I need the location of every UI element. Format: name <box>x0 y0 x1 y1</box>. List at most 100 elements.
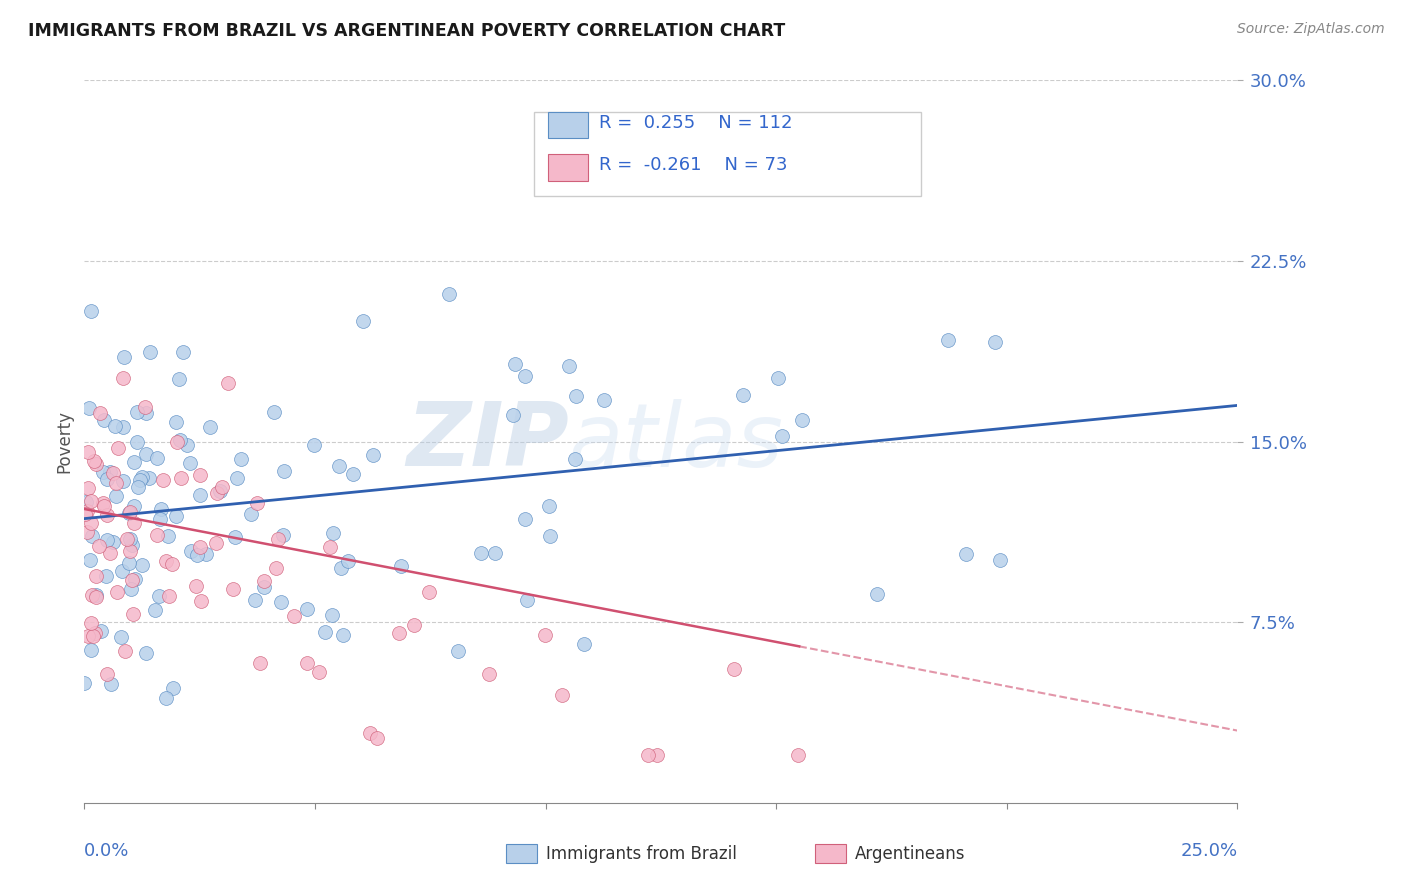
Point <box>122 607 145 621</box>
Point <box>165 415 187 429</box>
Point <box>98 546 121 560</box>
Point <box>82 629 104 643</box>
Point <box>770 429 793 443</box>
Point <box>538 529 561 543</box>
Point <box>79 553 101 567</box>
Point <box>155 554 177 568</box>
Point <box>329 560 352 574</box>
Point <box>263 405 285 419</box>
Point <box>148 589 170 603</box>
Point <box>565 388 588 402</box>
Point <box>572 637 595 651</box>
Point <box>534 628 557 642</box>
Point <box>93 500 115 514</box>
Point <box>550 688 572 702</box>
Point <box>211 480 233 494</box>
Point <box>503 357 526 371</box>
Point <box>79 643 101 657</box>
Point <box>149 502 172 516</box>
Point <box>388 626 411 640</box>
Point <box>239 507 262 521</box>
Point <box>516 593 538 607</box>
Point <box>120 543 142 558</box>
Point <box>152 474 174 488</box>
Point <box>84 591 107 605</box>
Point <box>733 388 755 402</box>
Point <box>205 486 228 500</box>
Point <box>111 474 134 488</box>
Point <box>322 526 344 541</box>
Point <box>564 452 586 467</box>
Point <box>188 488 211 502</box>
Point <box>135 447 157 461</box>
Point <box>125 434 148 449</box>
Point <box>91 496 114 510</box>
Point <box>418 585 440 599</box>
Point <box>96 533 118 547</box>
Point <box>124 455 146 469</box>
Point <box>80 588 103 602</box>
Point <box>101 535 124 549</box>
Point <box>318 540 340 554</box>
Point <box>73 507 96 521</box>
Point <box>447 644 470 658</box>
Point <box>162 681 184 696</box>
Point <box>131 558 153 572</box>
Point <box>118 506 141 520</box>
Point <box>515 368 537 383</box>
Point <box>302 437 325 451</box>
Point <box>314 624 336 639</box>
Point <box>80 304 103 318</box>
Point <box>93 413 115 427</box>
Point <box>135 406 157 420</box>
Point <box>336 554 359 568</box>
Point <box>117 556 139 570</box>
Text: 0.0%: 0.0% <box>84 842 129 860</box>
Point <box>988 552 1011 566</box>
Point <box>245 592 267 607</box>
Point <box>332 628 354 642</box>
Point <box>984 335 1007 350</box>
Point <box>117 532 139 546</box>
Point <box>135 646 157 660</box>
Point <box>342 467 364 482</box>
Point <box>124 499 146 513</box>
Point <box>107 442 129 456</box>
Point <box>321 608 343 623</box>
Point <box>89 406 111 420</box>
Point <box>121 538 143 552</box>
Point <box>955 547 977 561</box>
Point <box>155 691 177 706</box>
Point <box>402 617 425 632</box>
Point <box>96 472 118 486</box>
Point <box>328 458 350 473</box>
Point <box>75 494 97 508</box>
Point <box>766 370 789 384</box>
Point <box>180 544 202 558</box>
Point <box>76 524 98 539</box>
Point <box>145 528 167 542</box>
Text: atlas: atlas <box>568 399 783 484</box>
Point <box>273 527 295 541</box>
Point <box>169 433 191 447</box>
Point <box>118 505 141 519</box>
Point <box>84 569 107 583</box>
Point <box>83 454 105 468</box>
Point <box>267 532 290 546</box>
Point <box>249 656 271 670</box>
Point <box>208 483 231 498</box>
Point <box>84 457 107 471</box>
Point <box>198 419 221 434</box>
Point <box>165 509 187 524</box>
Point <box>186 579 208 593</box>
Point <box>157 589 180 603</box>
Point <box>270 595 292 609</box>
Point <box>129 473 152 487</box>
Point <box>645 747 668 762</box>
Point <box>484 546 506 560</box>
Text: ZIP: ZIP <box>406 398 568 485</box>
Point <box>308 665 330 679</box>
Point <box>295 602 318 616</box>
Point <box>77 401 100 415</box>
Point <box>90 624 112 638</box>
